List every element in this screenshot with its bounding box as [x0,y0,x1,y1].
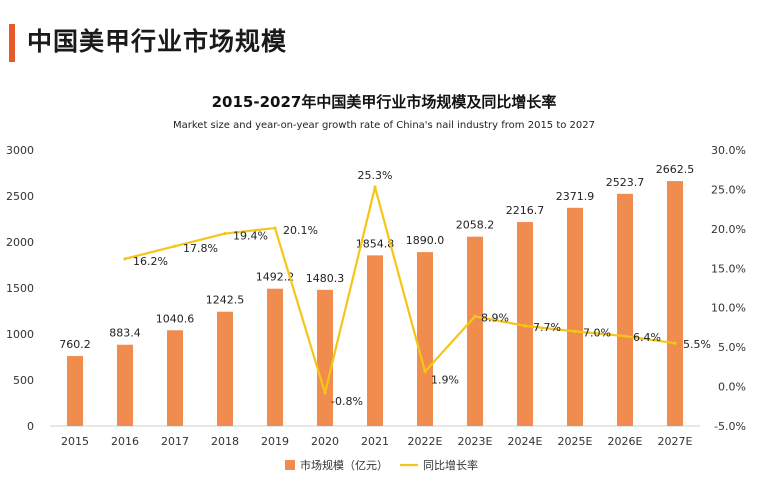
bar-value-label: 1480.3 [306,272,345,285]
bar [117,344,133,426]
legend-bar-label: 市场规模（亿元） [300,458,388,472]
growth-rate-label: 16.2% [133,255,168,268]
x-tick-label: 2017 [161,435,189,448]
x-tick-label: 2026E [608,435,643,448]
bar [467,236,483,426]
growth-rate-point [273,226,277,230]
growth-rate-point [423,369,427,374]
bar [417,252,433,426]
y-right-tick-label: 15.0% [711,262,746,275]
growth-rate-label: 7.0% [583,326,611,339]
x-tick-label: 2025E [558,435,593,448]
growth-rate-point [323,391,327,395]
growth-rate-label: 19.4% [233,230,268,243]
growth-rate-label: 8.9% [481,311,509,324]
y-left-tick-label: 500 [13,374,34,387]
growth-rate-point [123,257,127,261]
growth-rate-label: 7.7% [533,321,561,334]
legend-bar-swatch [285,460,295,470]
y-left-tick-label: 1500 [6,282,34,295]
x-tick-label: 2018 [211,435,239,448]
legend-line-label: 同比增长率 [423,458,478,472]
bar [167,330,183,426]
y-left-tick-label: 1000 [6,328,34,341]
y-right-tick-label: 0.0% [718,381,746,394]
y-left-tick-label: 2000 [6,236,34,249]
x-tick-label: 2021 [361,435,389,448]
growth-rate-point [523,324,527,328]
y-right-tick-label: 30.0% [711,144,746,157]
bar-value-label: 2523.7 [606,176,645,189]
bar-value-label: 1492.2 [256,271,295,284]
bar [517,222,533,426]
growth-rate-point [673,341,677,345]
bar-value-label: 760.2 [59,338,91,351]
growth-rate-line [124,185,676,394]
y-left-tick-label: 3000 [6,144,34,157]
growth-rate-label: 25.3% [358,169,393,182]
x-tick-label: 2019 [261,435,289,448]
x-tick-label: 2023E [458,435,493,448]
growth-rate-label: 17.8% [183,242,218,255]
y-right-tick-label: 20.0% [711,223,746,236]
bar-value-label: 2662.5 [656,163,695,176]
chart-title: 2015-2027年中国美甲行业市场规模及同比增长率 [212,93,557,111]
y-left-tick-label: 2500 [6,190,34,203]
bar-value-label: 1040.6 [156,312,195,325]
bar [67,356,83,426]
growth-rate-label: 5.5% [683,338,711,351]
growth-rate-point [573,329,577,333]
bar [667,181,683,426]
bar [217,311,233,426]
bar-value-label: 883.4 [109,327,141,340]
growth-rate-label: 20.1% [283,224,318,237]
y-right-tick-label: 10.0% [711,302,746,315]
bar-value-label: 1890.0 [406,234,445,247]
growth-rate-point [173,244,177,248]
bar [367,255,383,426]
x-tick-label: 2016 [111,435,139,448]
y-right-tick-label: 25.0% [711,183,746,196]
bar-value-label: 2216.7 [506,204,545,217]
bar-value-label: 1854.8 [356,237,395,250]
bar-value-label: 1242.5 [206,294,245,307]
x-tick-label: 2024E [508,435,543,448]
growth-rate-label: 6.4% [633,331,661,344]
y-right-tick-label: 5.0% [718,341,746,354]
growth-rate-point [623,334,627,338]
bar [267,288,283,426]
page-title: 中国美甲行业市场规模 [27,27,288,56]
chart-subtitle: Market size and year-on-year growth rate… [173,120,595,131]
growth-rate-label: -0.8% [331,395,363,408]
growth-rate-point [223,231,227,236]
growth-rate-point [473,314,477,318]
bar [617,193,633,426]
x-tick-label: 2022E [408,435,443,448]
bar-value-label: 2371.9 [556,190,595,203]
growth-rate-point [373,185,377,189]
x-tick-label: 2015 [61,435,89,448]
y-right-tick-label: -5.0% [714,420,746,433]
bar [567,207,583,426]
bar [317,289,333,426]
y-left-tick-label: 0 [27,420,34,433]
x-tick-label: 2027E [658,435,693,448]
heading-accent-bar [9,24,15,62]
growth-rate-label: 1.9% [431,374,459,387]
bar-value-label: 2058.2 [456,219,495,232]
x-tick-label: 2020 [311,435,339,448]
